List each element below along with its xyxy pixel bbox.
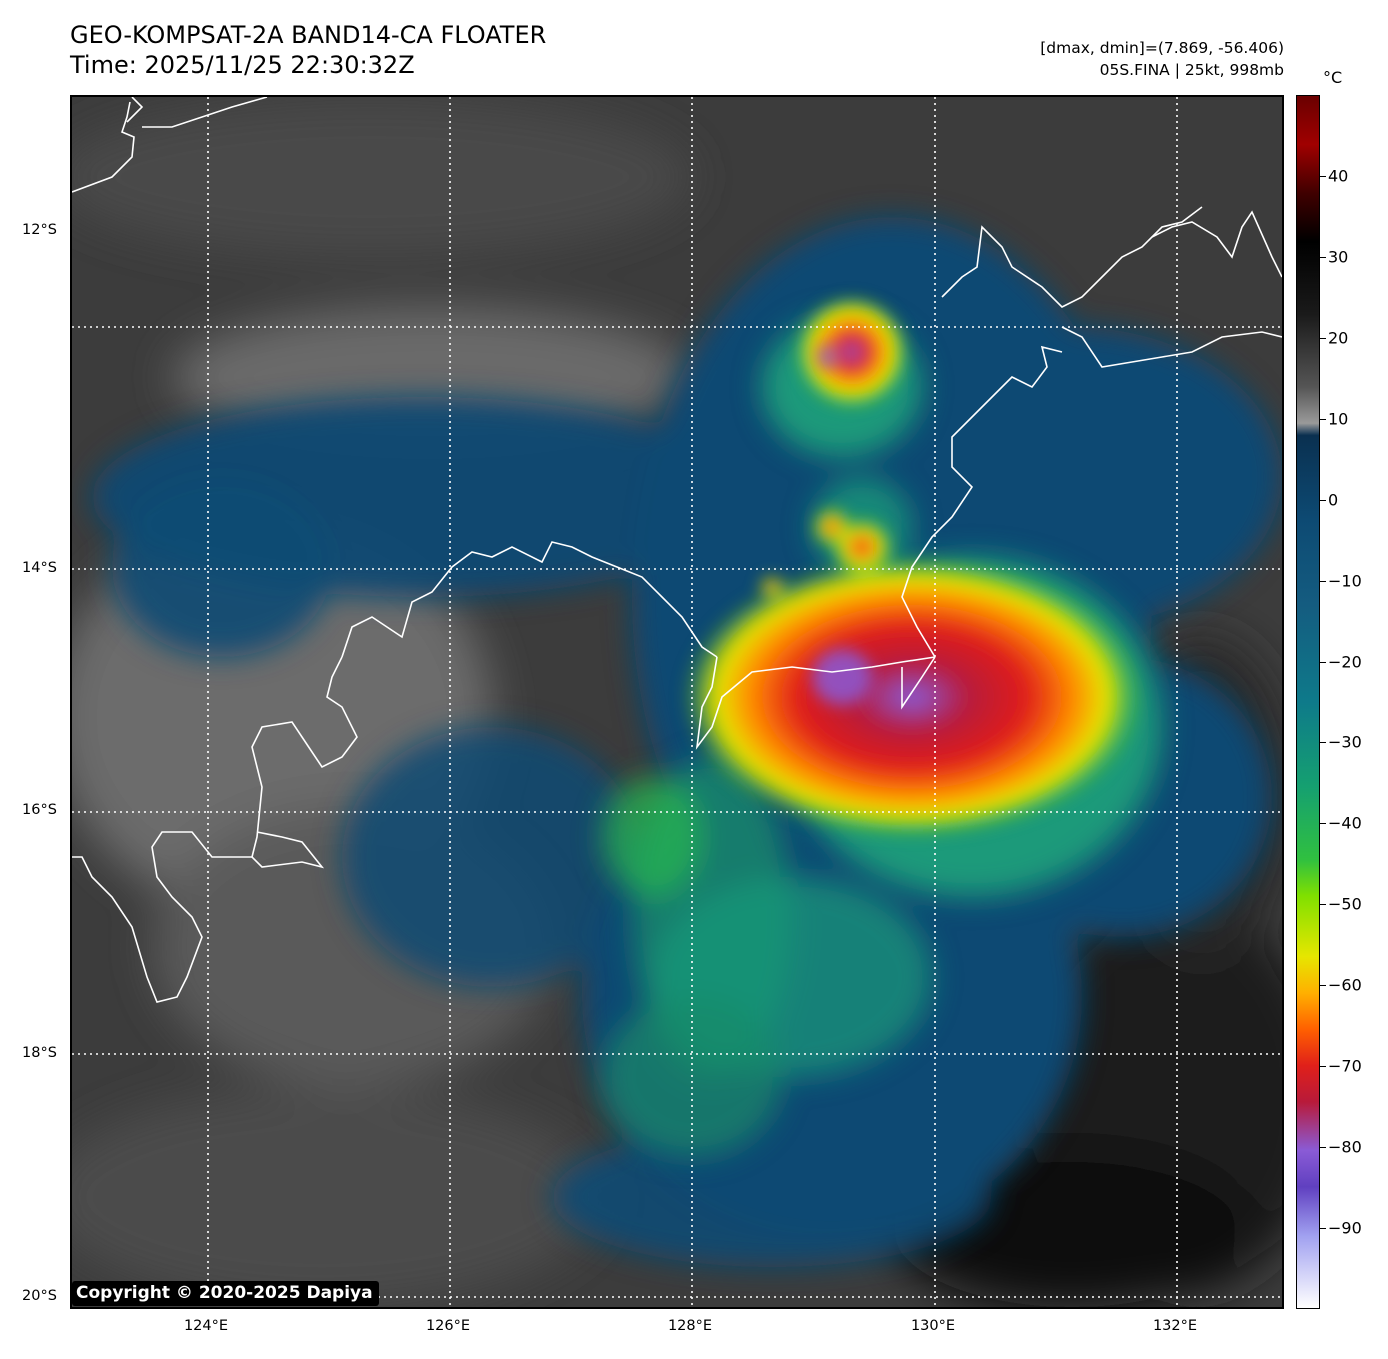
colorbar-tick-mark: [1320, 904, 1326, 906]
cold-core: [812, 345, 872, 705]
colorbar-tick-label: −50: [1328, 894, 1362, 914]
lat-label-16s: 16°S: [22, 802, 57, 818]
colorbar-tick-label: −30: [1328, 732, 1362, 752]
graticule: [72, 97, 1282, 1307]
colorbar-tick-mark: [1320, 418, 1326, 420]
colorbar: [1296, 95, 1320, 1309]
colorbar-tick-label: −90: [1328, 1218, 1362, 1238]
copyright-notice: Copyright © 2020-2025 Dapiya: [72, 1281, 379, 1306]
title-line-1: GEO-KOMPSAT-2A BAND14-CA FLOATER: [70, 21, 547, 49]
title-line-2: Time: 2025/11/25 22:30:32Z: [70, 51, 415, 79]
colorbar-tick-mark: [1320, 1228, 1326, 1230]
lat-label-20s: 20°S: [22, 1288, 57, 1304]
colorbar-tick-mark: [1320, 175, 1326, 177]
storm-info-text: 05S.FINA | 25kt, 998mb: [1099, 61, 1284, 79]
colorbar-tick-mark: [1320, 742, 1326, 744]
colorbar-tick-label: 20: [1328, 328, 1349, 348]
lon-label-132e: 132°E: [1152, 1318, 1198, 1334]
colorbar-tick-mark: [1320, 1066, 1326, 1068]
satellite-map: [70, 95, 1284, 1309]
colorbar-tick-mark: [1320, 337, 1326, 339]
colorbar-tick-label: −10: [1328, 571, 1362, 591]
colorbar-tick-label: −20: [1328, 652, 1362, 672]
colorbar-tick-label: 30: [1328, 247, 1349, 267]
coastlines: [72, 97, 1282, 1003]
colorbar-tick-label: −60: [1328, 975, 1362, 995]
colorbar-unit: °C: [1323, 68, 1343, 87]
lat-label-14s: 14°S: [22, 560, 57, 576]
colorbar-tick-label: 10: [1328, 409, 1349, 429]
colorbar-tick-mark: [1320, 1147, 1326, 1149]
lon-label-124e: 124°E: [183, 1318, 229, 1334]
colorbar-tick-mark: [1320, 256, 1326, 258]
lat-label-12s: 12°S: [22, 222, 57, 238]
colorbar-tick-mark: [1320, 661, 1326, 663]
lon-label-126e: 126°E: [425, 1318, 471, 1334]
stats-block: [dmax, dmin]=(7.869, -56.406) 05S.FINA |…: [1040, 37, 1284, 81]
lon-label-128e: 128°E: [667, 1318, 713, 1334]
colorbar-tick-mark: [1320, 985, 1326, 987]
colorbar-tick-mark: [1320, 499, 1326, 501]
storm-core: [682, 297, 1142, 837]
map-title: GEO-KOMPSAT-2A BAND14-CA FLOATER Time: 2…: [70, 20, 546, 80]
colorbar-tick-label: −70: [1328, 1056, 1362, 1076]
colorbar-tick-label: 40: [1328, 166, 1349, 186]
dmax-dmin-text: [dmax, dmin]=(7.869, -56.406): [1040, 39, 1284, 57]
lat-label-18s: 18°S: [22, 1045, 57, 1061]
colorbar-tick-mark: [1320, 580, 1326, 582]
colorbar-tick-label: −40: [1328, 813, 1362, 833]
lon-label-130e: 130°E: [910, 1318, 956, 1334]
colorbar-tick-mark: [1320, 823, 1326, 825]
satellite-imagery: [72, 97, 1282, 1307]
colorbar-tick-label: −80: [1328, 1137, 1362, 1157]
colorbar-tick-label: 0: [1328, 490, 1339, 510]
